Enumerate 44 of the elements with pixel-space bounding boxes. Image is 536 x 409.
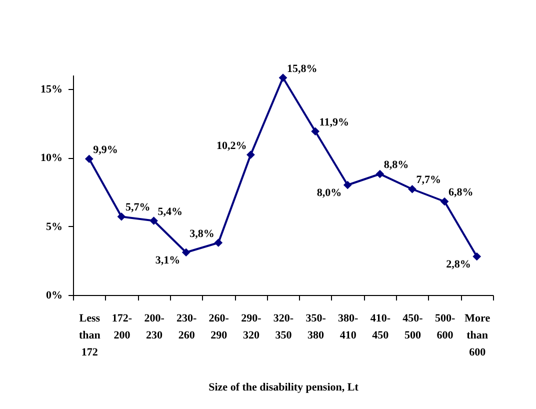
x-tick-label: 260-290 (208, 312, 230, 342)
x-tick-label: 320-350 (273, 312, 294, 342)
point (150, 216, 158, 225)
point (278, 74, 288, 82)
data-label: 7,7% (416, 174, 441, 186)
point (343, 180, 352, 190)
data-label: 3,1% (155, 254, 180, 266)
point (376, 170, 384, 178)
data-label: 2,8% (446, 258, 471, 270)
x-tick-label: 450-500 (402, 312, 424, 342)
data-label: 5,7% (125, 202, 150, 214)
data-label: 11,9% (319, 116, 349, 128)
x-tick-label: 350-380 (306, 312, 326, 342)
point (246, 150, 255, 159)
x-tick-label: 410-450 (370, 312, 391, 342)
data-label: 15,8% (287, 62, 318, 75)
x-tick-label: 172-200 (112, 312, 132, 342)
y-tick-label: 10% (40, 152, 62, 164)
x-tick-label: 290-320 (241, 312, 262, 342)
data-label: 6,8% (448, 186, 474, 198)
y-tick-label: 0% (46, 290, 62, 302)
point (214, 238, 223, 247)
data-label: 9,9% (93, 144, 118, 156)
data-label: 10,2% (216, 140, 247, 152)
point (311, 127, 320, 136)
x-tick-label: 500-600 (434, 312, 456, 342)
point (440, 197, 449, 206)
point (117, 212, 126, 221)
point (182, 248, 190, 257)
point (84, 154, 94, 164)
x-tick-label: More than 600 (464, 312, 490, 358)
point (472, 252, 482, 261)
point (408, 184, 416, 194)
x-tick-label: 230-260 (176, 312, 197, 342)
x-tick-label: 200-230 (144, 312, 165, 342)
data-label: 8,0% (316, 187, 342, 199)
y-tick-label: 15% (40, 83, 62, 96)
data-label: 3,8% (190, 228, 214, 240)
x-axis-title: Size of the disability pension, Lt (208, 382, 359, 394)
x-tick-label: 380-410 (338, 312, 359, 342)
data-label: 5,4% (158, 206, 183, 218)
x-tick-label: Less than 172 (78, 312, 101, 358)
y-tick-label: 5% (46, 220, 62, 233)
data-label: 8,8% (384, 159, 409, 171)
